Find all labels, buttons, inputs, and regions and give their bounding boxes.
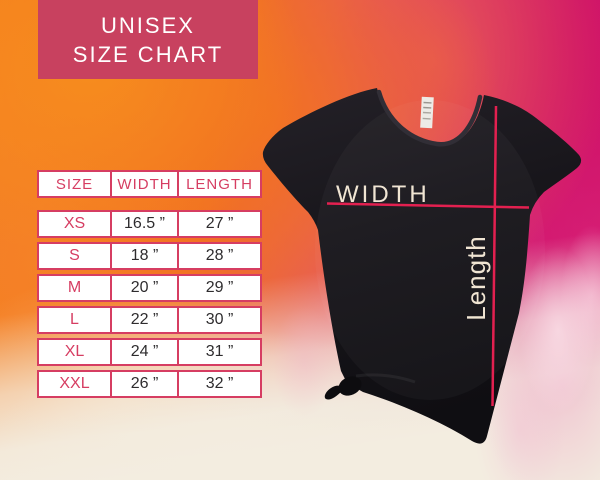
header-size: SIZE xyxy=(55,175,94,193)
width-value: 16.5 ” xyxy=(110,212,179,236)
size-value: XL xyxy=(64,343,85,360)
neck-tag xyxy=(420,96,434,129)
table-row: XL 24 ” 31 ” xyxy=(37,338,262,366)
table-header-row: SIZE WIDTH LENGTH xyxy=(37,170,262,198)
hem-knot-tail xyxy=(324,385,343,400)
width-annotation-label: WIDTH xyxy=(336,181,430,208)
size-value: XS xyxy=(63,215,86,232)
width-value: 26 ” xyxy=(110,372,179,396)
size-value: XXL xyxy=(59,375,90,392)
length-value: 30 ” xyxy=(205,311,234,328)
size-value: L xyxy=(70,311,79,328)
table-row: S 18 ” 28 ” xyxy=(37,242,262,270)
collar-band xyxy=(376,89,483,147)
width-value: 18 ” xyxy=(110,244,179,268)
length-value: 28 ” xyxy=(205,247,234,264)
table-row: XXL 26 ” 32 ” xyxy=(37,370,262,398)
title-line1: UNISEX xyxy=(101,12,195,38)
size-value: M xyxy=(67,279,82,296)
width-value: 22 ” xyxy=(110,308,179,332)
size-value: S xyxy=(69,247,80,264)
size-table: SIZE WIDTH LENGTH XS 16.5 ” 27 ” S 18 ” … xyxy=(37,170,262,402)
header-length: LENGTH xyxy=(186,175,253,193)
length-annotation-label: Length xyxy=(461,235,491,321)
title-line2: SIZE CHART xyxy=(72,41,224,67)
table-row: XS 16.5 ” 27 ” xyxy=(37,210,262,238)
width-value: 20 ” xyxy=(110,276,179,300)
hem-knot xyxy=(338,376,362,396)
length-value: 27 ” xyxy=(205,215,234,232)
length-value: 32 ” xyxy=(205,375,234,392)
length-value: 29 ” xyxy=(205,279,234,296)
table-row: L 22 ” 30 ” xyxy=(37,306,262,334)
header-width: WIDTH xyxy=(110,172,179,196)
table-row: M 20 ” 29 ” xyxy=(37,274,262,302)
shirt-sheen xyxy=(315,100,545,400)
tshirt-body xyxy=(262,88,582,444)
width-value: 24 ” xyxy=(110,340,179,364)
length-value: 31 ” xyxy=(205,343,234,360)
title-banner: UNISEX SIZE CHART xyxy=(38,0,258,79)
knot-fold-highlight xyxy=(355,373,416,384)
